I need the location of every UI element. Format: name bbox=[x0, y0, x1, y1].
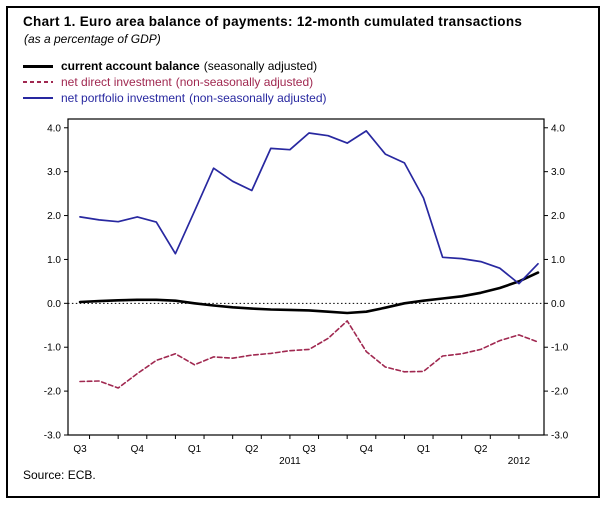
x-axis-quarter-label: Q2 bbox=[245, 444, 259, 455]
y-axis-label-left: 1.0 bbox=[47, 255, 61, 266]
y-axis-label-right: -2.0 bbox=[551, 387, 569, 398]
y-axis-label-left: -1.0 bbox=[44, 343, 62, 354]
y-axis-label-left: -3.0 bbox=[44, 431, 62, 442]
legend-qualifier: (non-seasonally adjusted) bbox=[189, 91, 327, 105]
legend-label: net direct investment bbox=[61, 75, 172, 89]
legend-qualifier: (seasonally adjusted) bbox=[203, 59, 318, 73]
legend-item-current-account: current account balance (seasonally adju… bbox=[23, 58, 327, 74]
y-axis-label-right: -3.0 bbox=[551, 431, 569, 442]
net-direct-investment-line bbox=[79, 320, 539, 389]
y-axis-label-left: 3.0 bbox=[47, 167, 61, 178]
net-portfolio-investment-line bbox=[79, 130, 539, 285]
x-axis-quarter-label: Q3 bbox=[302, 444, 316, 455]
x-axis-quarter-label: Q4 bbox=[360, 444, 374, 455]
y-axis-label-right: 3.0 bbox=[551, 167, 565, 178]
plot-area: 4.0 4.0 3.0 3.0 2.0 2.0 1.0 1.0 0.0 0.0 -1.0 -1.0 -2… bbox=[44, 118, 569, 466]
y-axis-label-left: 4.0 bbox=[47, 123, 61, 134]
x-axis-quarter-label: Q1 bbox=[417, 444, 431, 455]
legend: current account balance (seasonally adju… bbox=[23, 58, 327, 106]
x-axis-quarter-label: Q1 bbox=[188, 444, 202, 455]
y-axis-label-right: 1.0 bbox=[551, 255, 565, 266]
legend-label: net portfolio investment bbox=[61, 91, 186, 105]
current-account-balance-line bbox=[78, 271, 540, 315]
direct-investment-line-sample bbox=[23, 81, 53, 83]
y-axis-label-right: -1.0 bbox=[551, 343, 569, 354]
x-axis-quarter-label: Q3 bbox=[73, 444, 87, 455]
chart-frame: Chart 1. Euro area balance of payments: … bbox=[6, 6, 600, 498]
x-axis-quarter-label: Q2 bbox=[474, 444, 488, 455]
y-axis-label-right: 4.0 bbox=[551, 123, 565, 134]
legend-item-direct-investment: net direct investment (non-seasonally ad… bbox=[23, 74, 327, 90]
current-account-line-sample bbox=[23, 64, 53, 68]
chart-subtitle: (as a percentage of GDP) bbox=[24, 32, 161, 46]
y-axis-label-left: 0.0 bbox=[47, 299, 61, 310]
y-axis-label-right: 2.0 bbox=[551, 211, 565, 222]
chart-title: Chart 1. Euro area balance of payments: … bbox=[23, 14, 523, 29]
legend-label: current account balance bbox=[61, 59, 200, 73]
portfolio-investment-line-sample bbox=[23, 97, 53, 99]
source-note: Source: ECB. bbox=[23, 468, 96, 482]
x-axis-year-label: 2011 bbox=[279, 456, 301, 466]
legend-qualifier: (non-seasonally adjusted) bbox=[175, 75, 314, 89]
x-axis-year-label: 2012 bbox=[508, 456, 531, 466]
x-axis-quarter-label: Q4 bbox=[131, 444, 145, 455]
y-axis-label-right: 0.0 bbox=[551, 299, 565, 310]
y-axis-label-left: -2.0 bbox=[44, 387, 62, 398]
plot-border bbox=[67, 118, 545, 436]
y-axis-label-left: 2.0 bbox=[47, 211, 61, 222]
legend-item-portfolio-investment: net portfolio investment (non-seasonally… bbox=[23, 90, 327, 106]
